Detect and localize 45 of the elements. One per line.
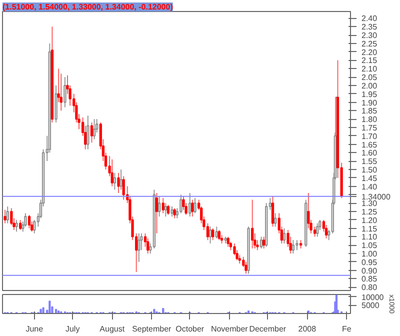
x-tick-label: July bbox=[65, 324, 80, 334]
y-tick-label: 1.15 bbox=[362, 224, 378, 234]
x-tick-label: Fe bbox=[342, 324, 352, 334]
y-tick-label: 0.80 bbox=[362, 283, 378, 292]
y-tick-label: 2.20 bbox=[362, 48, 378, 57]
y-tick-label: 1.90 bbox=[362, 98, 378, 108]
y-tick-label: 2.40 bbox=[362, 14, 378, 24]
y-tick-label: 1.65 bbox=[362, 140, 378, 150]
y-tick-label: 1.50 bbox=[362, 165, 378, 174]
x-tick-label: December bbox=[249, 324, 286, 334]
x-tick-label: November bbox=[210, 324, 248, 334]
y-tick-label: 2.10 bbox=[362, 64, 378, 74]
y-tick-label: 1.20 bbox=[362, 216, 378, 225]
y-tick-label: 1.85 bbox=[362, 106, 378, 116]
x-tick-label: August bbox=[100, 324, 126, 334]
y-tick-label: 2.05 bbox=[362, 73, 378, 82]
y-tick-label: 1.30 bbox=[362, 199, 378, 208]
y-tick-label: 1.40 bbox=[362, 182, 378, 192]
y-tick-label: 1.95 bbox=[362, 90, 378, 99]
y-tick-label: 1.00 bbox=[362, 250, 378, 259]
y-tick-label: 2.25 bbox=[362, 39, 378, 48]
x-tick-label: June bbox=[26, 324, 44, 334]
x-tick-label: October bbox=[176, 324, 204, 334]
y-tick-label: 1.60 bbox=[362, 148, 378, 158]
x-tick-label: 2008 bbox=[298, 324, 317, 334]
x-tick-label: September bbox=[132, 324, 172, 334]
y-tick-label: 1.55 bbox=[362, 157, 378, 166]
y-tick-label: 1.05 bbox=[362, 241, 378, 250]
y-tick-label: 1.45 bbox=[362, 174, 378, 183]
y-tick-label: 2.35 bbox=[362, 22, 378, 32]
ref-line-label: 1.34000 bbox=[362, 192, 391, 202]
y-tick-label: 2.30 bbox=[362, 31, 378, 40]
y-tick-label: 2.00 bbox=[362, 81, 378, 90]
y-tick-label: 2.15 bbox=[362, 56, 378, 66]
y-tick-label: 5000 bbox=[362, 301, 380, 310]
y-tick-label: 0.85 bbox=[362, 274, 378, 284]
y-tick-label: 1.10 bbox=[362, 232, 378, 242]
y-tick-label: 1.75 bbox=[362, 123, 378, 132]
y-tick-label: 1.80 bbox=[362, 115, 378, 124]
y-tick-label: 0.90 bbox=[362, 266, 378, 276]
y-tick-label: 10000 bbox=[362, 292, 384, 302]
y-tick-label: 0.95 bbox=[362, 258, 378, 267]
chart-title: (1.51000, 1.54000, 1.33000, 1.34000, -0.12000) bbox=[2, 2, 174, 12]
y-tick-label: 1.70 bbox=[362, 132, 378, 141]
y-tick-label: 1.25 bbox=[362, 208, 378, 217]
